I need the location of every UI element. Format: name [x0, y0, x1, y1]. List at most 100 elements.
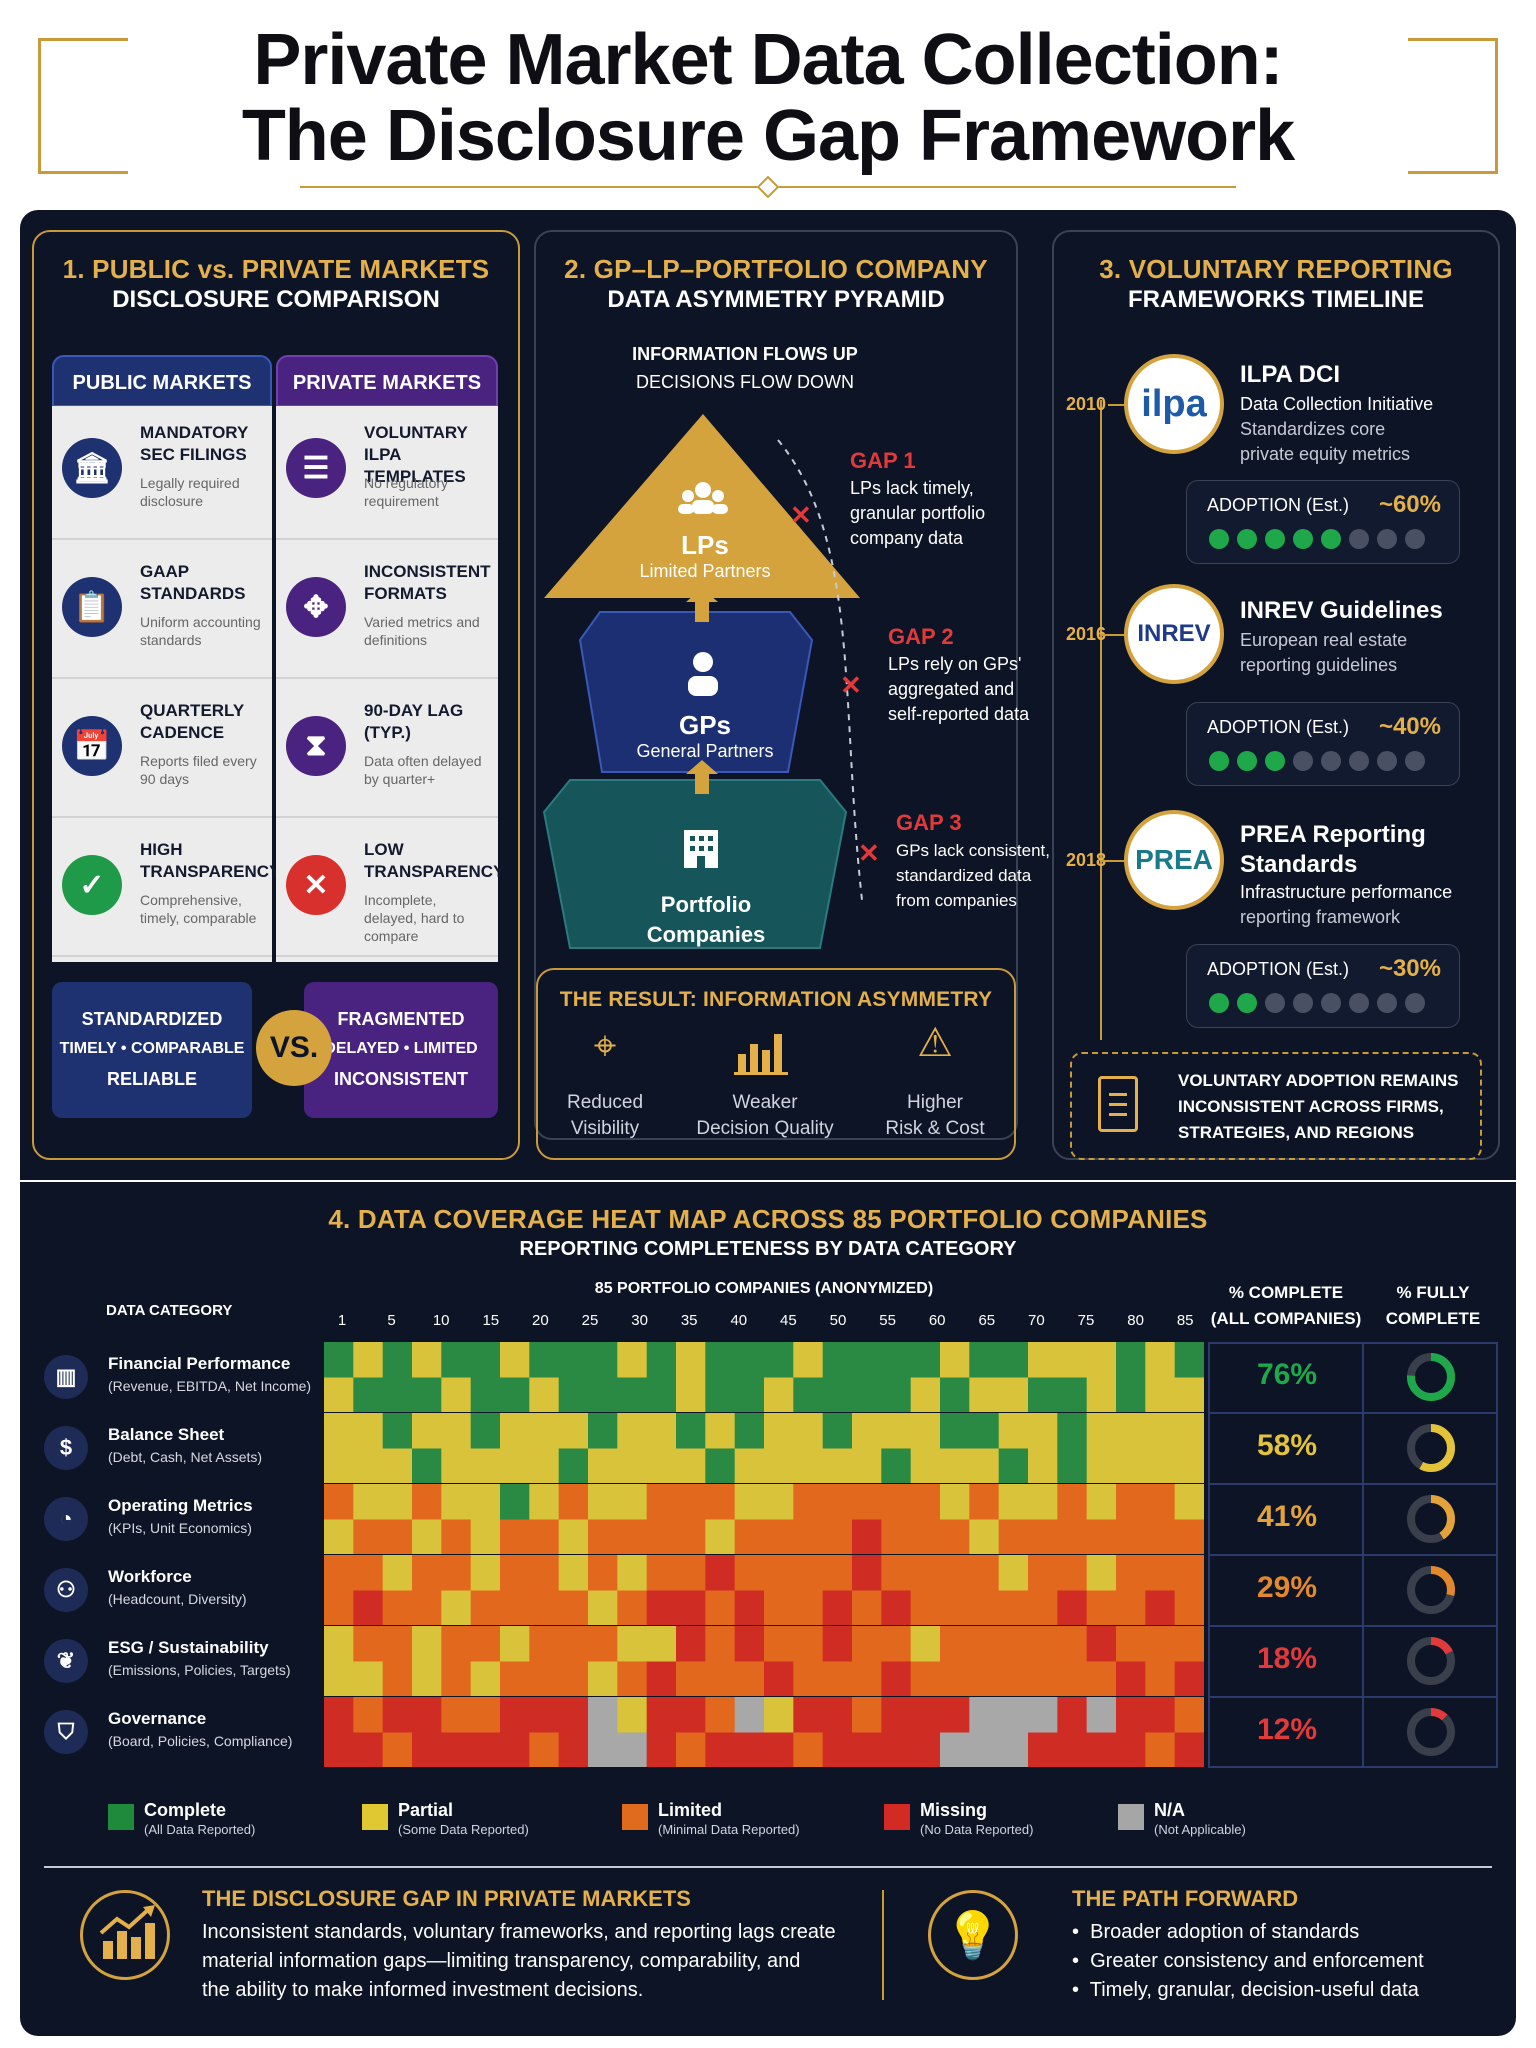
heatmap-cell — [1028, 1555, 1058, 1591]
heatmap-cell — [412, 1732, 442, 1768]
heatmap-cell — [500, 1519, 530, 1556]
heatmap-cell — [764, 1342, 794, 1378]
growth-chart-glyph — [99, 1905, 155, 1959]
heatmap-cell — [1116, 1732, 1146, 1768]
bottom-right-title: THE PATH FORWARD — [1072, 1886, 1299, 1911]
heatmap-cell — [793, 1626, 824, 1662]
heatmap-cell — [852, 1519, 882, 1556]
heatmap-cell — [1086, 1519, 1117, 1556]
heatmap-cell — [940, 1448, 970, 1485]
heatmap-cell — [529, 1661, 560, 1698]
heatmap-cell — [558, 1413, 589, 1449]
heatmap-cell — [1145, 1413, 1176, 1449]
section-1-title: 1. PUBLIC vs. PRIVATE MARKETS — [62, 254, 490, 284]
heatmap-cell — [558, 1519, 589, 1556]
heatmap-cell — [1174, 1519, 1204, 1556]
fw-1-desc-line-1: Data Collection Initiative — [1240, 394, 1434, 414]
heatmap-cell — [588, 1590, 618, 1627]
private-summary-box: FRAGMENTED DELAYED • LIMITED INCONSISTEN… — [304, 982, 498, 1118]
arrow-up-icon — [695, 598, 709, 622]
legend-sublabel: (Not Applicable) — [1154, 1822, 1246, 1837]
private-row-desc: Data often delayed by quarter+ — [364, 753, 482, 787]
public-row-title: HIGH TRANSPARENCY — [140, 840, 281, 881]
leaf-icon: ❦ — [44, 1639, 88, 1683]
heatmap-cell — [705, 1413, 736, 1449]
heatmap-cell — [470, 1732, 501, 1768]
heatmap-cell — [441, 1519, 472, 1556]
pct-row-separator — [1364, 1625, 1498, 1627]
adoption-dot — [1377, 751, 1397, 771]
heatmap-cell — [1086, 1697, 1117, 1733]
gap-2-desc-line-3: self-reported data — [888, 704, 1030, 724]
result-2-line-1: Weaker — [732, 1092, 798, 1113]
pct-row-separator — [1364, 1696, 1498, 1698]
people-icon — [678, 482, 728, 514]
heatmap-cell — [940, 1519, 970, 1556]
fw-1-year: 2010 — [1066, 394, 1107, 414]
heatmap-cell — [353, 1519, 384, 1556]
heatmap-cell — [1145, 1519, 1176, 1556]
adoption-dot — [1321, 993, 1341, 1013]
gap-2-label: GAP 2 — [888, 624, 954, 649]
heatmap-cell — [500, 1377, 530, 1414]
x-tick-label: 50 — [829, 1312, 847, 1329]
heatmap-cell — [324, 1448, 354, 1485]
heatmap-cell — [852, 1413, 882, 1449]
result-2-line-2: Decision Quality — [696, 1118, 834, 1139]
x-tick-label: 70 — [1028, 1312, 1045, 1329]
heatmap-cell — [617, 1732, 648, 1768]
legend-label: Complete — [144, 1800, 227, 1820]
bar-chart-icon: ▥ — [44, 1355, 88, 1399]
heatmap-cell — [1145, 1732, 1176, 1768]
heatmap-cell — [588, 1697, 618, 1733]
heatmap-cell — [1057, 1519, 1088, 1556]
heatmap-cell — [910, 1697, 941, 1733]
heatmap-cell — [969, 1661, 1000, 1698]
result-3-line-2: Risk & Cost — [885, 1118, 985, 1139]
heatmap-cell — [470, 1555, 501, 1591]
heatmap-cell — [353, 1342, 384, 1378]
heatmap-cell — [969, 1732, 1000, 1768]
heatmap-cell — [1086, 1590, 1117, 1627]
heatmap-cell — [1028, 1519, 1058, 1556]
heatmap-cell — [588, 1377, 618, 1414]
heatmap-cell — [588, 1484, 618, 1520]
heatmap-cell — [793, 1732, 824, 1768]
fw-1-adoption-value: ~60% — [1378, 491, 1441, 518]
heatmap-cell — [558, 1555, 589, 1591]
pct-row-separator — [1208, 1483, 1364, 1485]
heatmap-cell — [617, 1342, 648, 1378]
heatmap-cell — [1174, 1484, 1204, 1520]
gap-2-desc-line-1: LPs rely on GPs' — [888, 654, 1022, 674]
adoption-dot — [1265, 751, 1285, 771]
bank-icon: 🏛 — [62, 438, 122, 498]
public-column: 🏛 MANDATORY SEC FILINGS Legally required d… — [52, 406, 281, 962]
private-row-title: 90-DAY LAG (TYP.) — [364, 701, 464, 742]
heatmap-cell — [1174, 1732, 1204, 1768]
gap-2-desc: LPs rely on GPs' aggregated and self-rep… — [888, 652, 1029, 727]
full-header-line-2: COMPLETE — [1385, 1309, 1481, 1328]
x-tick-label: 65 — [978, 1312, 996, 1329]
heatmap-cell — [1057, 1342, 1088, 1378]
adoption-dot — [1349, 529, 1369, 549]
heatmap-cell — [646, 1732, 677, 1768]
puzzle-icon: ✥ — [286, 577, 346, 637]
heatmap-cell — [646, 1697, 677, 1733]
heatmap-cell — [441, 1626, 472, 1662]
adoption-dot — [1321, 751, 1341, 771]
public-row-title: MANDATORY SEC FILINGS — [140, 423, 248, 464]
completion-donut — [1407, 1353, 1455, 1401]
x-tick-label: 55 — [879, 1312, 896, 1329]
heatmap-cell — [1116, 1377, 1146, 1414]
heatmap-cell — [1057, 1484, 1088, 1520]
heatmap-cell — [412, 1448, 442, 1485]
title-bracket-right — [1408, 38, 1498, 174]
heatmap-cell — [705, 1626, 736, 1662]
heatmap-cell — [969, 1590, 1000, 1627]
fw-2-adoption-value: ~40% — [1378, 713, 1441, 740]
heatmap-cell — [793, 1413, 824, 1449]
lp-label: LPs Limited Partners — [620, 530, 790, 582]
heatmap-cell — [1057, 1413, 1088, 1449]
fw-3-adoption-value: ~30% — [1378, 955, 1441, 982]
x-tick-label: 80 — [1127, 1312, 1144, 1329]
